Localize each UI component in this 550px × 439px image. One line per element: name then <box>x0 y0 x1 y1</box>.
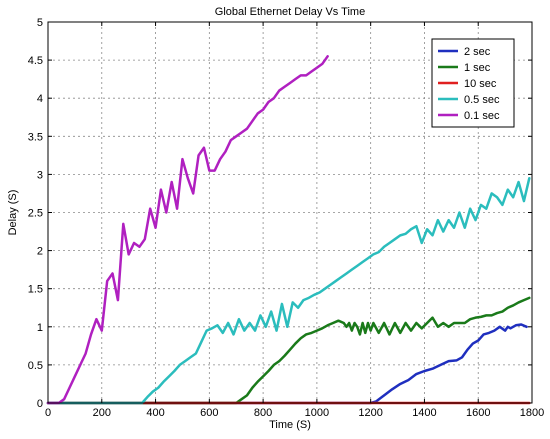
x-tick-label: 200 <box>93 407 111 419</box>
y-tick-label: 0.5 <box>28 360 43 372</box>
x-axis-title: Time (S) <box>269 419 311 431</box>
x-tick-label: 1400 <box>412 407 436 419</box>
y-tick-label: 2.5 <box>28 208 43 220</box>
y-tick-label: 1 <box>37 322 43 334</box>
legend-label: 2 sec <box>464 46 491 58</box>
y-axis-title: Delay (S) <box>7 190 19 236</box>
y-tick-label: 1.5 <box>28 284 43 296</box>
legend-label: 1 sec <box>464 62 491 74</box>
x-tick-label: 1800 <box>520 407 544 419</box>
y-tick-label: 2 <box>37 246 43 258</box>
axis-ticks: 0 200 400 600 800 1000 1200 1400 1600 1800 0 0.5 1 1.… <box>28 17 545 419</box>
legend-label: 0.5 sec <box>464 94 500 106</box>
series-line-0-1-sec <box>46 55 329 405</box>
y-tick-label: 5 <box>37 17 43 29</box>
x-tick-label: 400 <box>146 407 164 419</box>
series-line-2-sec <box>46 323 528 405</box>
legend-label: 0.1 sec <box>464 110 500 122</box>
x-tick-label: 1600 <box>466 407 490 419</box>
series-line-0-5-sec <box>46 176 531 405</box>
series-line-1-sec <box>46 296 531 405</box>
legend: 2 sec 1 sec 10 sec 0.5 sec 0.1 sec <box>431 38 515 128</box>
x-tick-label: 0 <box>45 407 51 419</box>
gridlines <box>48 22 532 403</box>
y-tick-label: 0 <box>37 398 43 410</box>
x-tick-label: 1200 <box>358 407 382 419</box>
y-tick-label: 3 <box>37 169 43 181</box>
y-tick-label: 4.5 <box>28 55 43 67</box>
x-tick-label: 800 <box>254 407 272 419</box>
chart-title: Global Ethernet Delay Vs Time <box>215 6 365 18</box>
x-tick-label: 1000 <box>305 407 329 419</box>
y-tick-label: 3.5 <box>28 131 43 143</box>
x-tick-label: 600 <box>200 407 218 419</box>
legend-label: 10 sec <box>464 78 497 90</box>
y-tick-label: 4 <box>37 93 43 105</box>
